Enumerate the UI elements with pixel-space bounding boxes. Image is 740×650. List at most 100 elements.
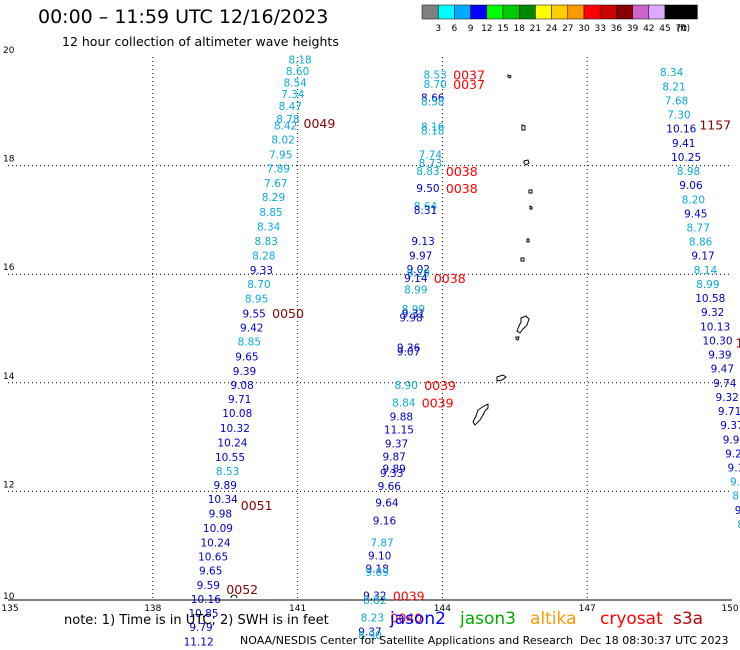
wave-height-value: 9.91 <box>723 434 740 446</box>
wave-height-value: 8.16 <box>421 122 445 134</box>
satellite-jason2: jason2 <box>390 609 446 629</box>
wave-height-value: 9.08 <box>230 380 253 392</box>
satellite-altika: altika <box>530 609 577 629</box>
island-outline <box>526 238 530 243</box>
wave-height-value: 8.60 <box>286 66 309 78</box>
wave-height-value: 8.70 <box>423 79 446 91</box>
wave-height-value: 9.37 <box>385 439 408 451</box>
wave-height-value: 9.02 <box>407 264 430 276</box>
time-label: 0039 <box>422 395 454 410</box>
wave-height-value: 9.98 <box>209 509 232 521</box>
wave-height-value: 10.24 <box>217 438 247 450</box>
color-legend: 3 6 9 12 15 18 21 24 27 30 33 36 39 42 45 70(ft) <box>421 4 698 34</box>
wave-height-value: 9.71 <box>718 406 740 418</box>
satellite-s3a: s3a <box>673 609 704 629</box>
legend-level: 3 <box>435 24 441 34</box>
legend-swatch <box>567 4 585 20</box>
wave-height-value: 10.65 <box>198 552 228 564</box>
wave-height-value: 9.32 <box>701 307 724 319</box>
wave-height-value: 8.99 <box>402 304 425 316</box>
lat-tick-label: 14 <box>3 372 15 382</box>
wave-height-value: 10.55 <box>215 452 245 464</box>
legend-level: 45 <box>659 24 670 34</box>
time-label: 0038 <box>446 164 478 179</box>
wave-height-value: 8.85 <box>259 207 282 219</box>
wave-height-value: 9.13 <box>411 236 434 248</box>
legend-level: 39 <box>627 24 639 34</box>
wave-height-value: 9.31 <box>402 308 425 320</box>
altimeter-tracks: 8.188.608.547.348.478.788.428.027.957.89… <box>184 55 740 649</box>
wave-height-value: 9.50 <box>416 183 439 195</box>
legend-swatch <box>680 4 698 20</box>
wave-height-value: 8.90 <box>358 630 381 642</box>
wave-height-value: 8.64 <box>414 201 438 213</box>
wave-height-value: 9.65 <box>235 352 258 364</box>
legend-swatch <box>437 4 455 20</box>
wave-height-value: 10.25 <box>671 152 701 164</box>
wave-height-value: 8.02 <box>271 135 294 147</box>
legend-swatch <box>486 4 504 20</box>
wave-height-value: 8.83 <box>255 236 278 248</box>
wave-height-value: 9.71 <box>228 394 251 406</box>
wave-height-value: 9.00 <box>730 477 740 489</box>
lat-tick-label: 12 <box>3 480 14 490</box>
wave-height-value: 8.29 <box>262 192 285 204</box>
lon-tick-label: 138 <box>144 604 161 614</box>
wave-height-value: 9.65 <box>199 566 222 578</box>
wave-height-value: 9.79 <box>189 622 212 634</box>
wave-height-value: 9.29 <box>725 448 740 460</box>
wave-height-value: 9.04 <box>735 505 740 517</box>
wave-height-value: 9.47 <box>711 364 734 376</box>
legend-swatch <box>648 4 666 20</box>
legend-swatch <box>518 4 536 20</box>
island-outline <box>496 374 507 382</box>
legend-swatch <box>454 4 471 20</box>
wave-height-value: 8.66 <box>421 93 445 105</box>
wave-height-value: 8.79 <box>737 519 740 531</box>
wave-height-value: 8.49 <box>732 491 740 503</box>
wave-height-value: 9.33 <box>380 468 403 480</box>
wave-height-value: 8.58 <box>421 97 444 109</box>
island-outline <box>472 403 489 426</box>
wave-height-value: 9.97 <box>409 251 432 263</box>
wave-height-value: 8.14 <box>694 265 718 277</box>
wave-height-value: 7.95 <box>269 150 292 162</box>
legend-swatch <box>502 4 520 20</box>
wave-height-value: 9.39 <box>233 366 256 378</box>
wave-height-value: 9.41 <box>672 138 695 150</box>
legend-level: 9 <box>468 24 474 34</box>
wave-height-value: 8.34 <box>257 221 281 233</box>
wave-height-value: 10.16 <box>666 124 696 136</box>
wave-height-value: 9.37 <box>720 420 740 432</box>
wave-height-value: 8.70 <box>247 279 270 291</box>
time-label: 0052 <box>226 582 258 597</box>
wave-height-value: 9.32 <box>715 392 738 404</box>
wave-height-value: 8.90 <box>395 380 418 392</box>
wave-height-value: 7.30 <box>667 110 690 122</box>
time-label: 0039 <box>393 589 425 604</box>
legend-level: 18 <box>513 24 525 34</box>
wave-height-value: 8.53 <box>216 466 239 478</box>
wave-height-value: 9.29 <box>407 268 430 280</box>
legend-level: 30 <box>578 24 590 34</box>
wave-height-value: 9.17 <box>691 251 714 263</box>
time-label: 0038 <box>446 181 478 196</box>
time-label: 0050 <box>272 306 304 321</box>
wave-height-value: 9.64 <box>375 497 399 509</box>
wave-height-value: 9.98 <box>399 313 422 325</box>
wave-height-value: 10.16 <box>191 594 221 606</box>
wave-height-value: 8.47 <box>279 101 302 113</box>
wave-height-value: 8.73 <box>419 158 442 170</box>
wave-height-value: 9.88 <box>390 411 413 423</box>
wave-height-value: 7.67 <box>264 178 287 190</box>
legend-swatch <box>470 4 488 20</box>
lat-tick-label: 16 <box>3 263 15 273</box>
units-note: note: 1) Time is in UTC; 2) SWH is in fe… <box>64 613 329 628</box>
wave-height-value: 10.24 <box>201 537 231 549</box>
island-outlines <box>230 74 533 599</box>
wave-height-value: 8.28 <box>252 251 275 263</box>
legend-level: 12 <box>481 24 492 34</box>
wave-height-value: 9.89 <box>382 464 405 476</box>
wave-height-value: 8.78 <box>276 114 299 126</box>
wave-height-value: 9.16 <box>373 516 397 528</box>
